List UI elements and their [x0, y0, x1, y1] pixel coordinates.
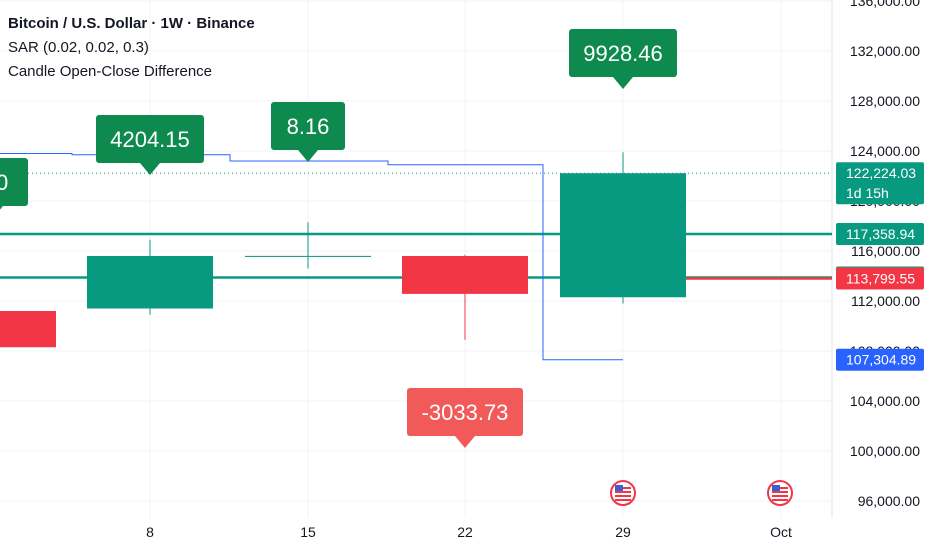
- diff-label: 4204.15: [96, 115, 204, 175]
- diff-label-text: 4204.15: [110, 127, 190, 152]
- price-tag: [836, 162, 924, 205]
- diff-indicator-label[interactable]: Candle Open-Close Difference: [8, 63, 213, 80]
- diff-label-pointer: [0, 206, 3, 210]
- x-tick-label: 22: [457, 524, 473, 540]
- price-tag-text: 107,304.89: [846, 352, 916, 368]
- diff-label-pointer: [298, 150, 318, 162]
- diff-label-text: .10: [0, 170, 8, 195]
- candle-body: [402, 256, 528, 294]
- candle-body: [560, 173, 686, 298]
- y-tick-label: 104,000.00: [850, 393, 920, 409]
- diff-label-pointer: [613, 77, 633, 89]
- y-tick-label: 128,000.00: [850, 93, 920, 109]
- sar-indicator-label[interactable]: SAR (0.02, 0.02, 0.3): [8, 39, 149, 56]
- y-tick-label: 136,000.00: [850, 0, 920, 9]
- diff-label-box: [569, 29, 677, 77]
- diff-label-pointer: [140, 163, 160, 175]
- diff-label-box: [96, 115, 204, 163]
- x-tick-label: Oct: [770, 524, 792, 540]
- price-tag: [836, 223, 924, 246]
- price-tag: [836, 267, 924, 290]
- price-tag-text: 113,799.55: [846, 271, 915, 287]
- diff-label-text: 9928.46: [583, 41, 663, 66]
- us-flag-icon: [610, 480, 636, 506]
- x-tick-label: 29: [615, 524, 631, 540]
- diff-label-box: [407, 388, 523, 436]
- candle-body: [87, 256, 213, 309]
- diff-label: 9928.46: [569, 29, 677, 89]
- diff-label-pointer: [455, 436, 475, 448]
- price-tag-countdown: 1d 15h: [846, 185, 889, 201]
- x-tick-label: 8: [146, 524, 154, 540]
- symbol-title[interactable]: Bitcoin / U.S. Dollar · 1W · Binance: [8, 15, 255, 32]
- chart-legend: Bitcoin / U.S. Dollar · 1W · Binance SAR…: [8, 12, 255, 84]
- y-tick-label: 100,000.00: [850, 443, 920, 459]
- diff-label-text: -3033.73: [422, 400, 509, 425]
- price-tag-text: 117,358.94: [846, 226, 915, 242]
- y-tick-label: 132,000.00: [850, 43, 920, 59]
- y-tick-label: 124,000.00: [850, 143, 920, 159]
- y-tick-label: 116,000.00: [851, 243, 920, 259]
- candle-body: [245, 255, 371, 257]
- diff-label-box: [271, 102, 345, 150]
- y-tick-label: 112,000.00: [851, 293, 920, 309]
- diff-label: .10: [0, 158, 28, 210]
- candle-body: [0, 311, 56, 348]
- x-tick-label: 15: [300, 524, 316, 540]
- sar-line: [0, 153, 623, 361]
- diff-label-text: 8.16: [287, 114, 330, 139]
- price-tag-text: 122,224.03: [846, 165, 916, 181]
- price-tag: [836, 348, 924, 371]
- diff-label: -3033.73: [407, 388, 523, 448]
- diff-label-box: [0, 158, 28, 206]
- y-tick-label: 96,000.00: [858, 493, 920, 509]
- us-flag-icon: [767, 480, 793, 506]
- diff-label: 8.16: [271, 102, 345, 162]
